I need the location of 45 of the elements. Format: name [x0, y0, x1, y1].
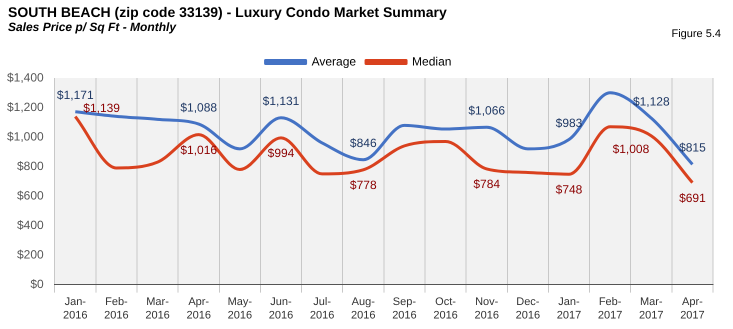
x-tick-label: Sep-2016 [392, 296, 417, 322]
data-label: $1,066 [468, 104, 506, 118]
legend-label: Average [312, 54, 356, 68]
x-tick-label: Mar-2017 [639, 296, 664, 322]
data-label: $778 [350, 178, 377, 192]
x-tick-label: Apr-2016 [186, 296, 211, 322]
data-label: $815 [679, 140, 706, 155]
y-tick-label: $0 [30, 276, 44, 291]
caption: Figure 5.4 [671, 28, 721, 40]
data-label: $994 [268, 146, 295, 160]
chart-title: SOUTH BEACH (zip code 33139) - Luxury Condo Market Summary [8, 4, 448, 20]
y-tick-label: $1,200 [7, 100, 44, 114]
x-tick-label: Mar-2016 [145, 296, 170, 322]
x-tick-label: Jun-2016 [268, 296, 294, 322]
data-label: $748 [556, 182, 583, 197]
y-tick-label: $400 [17, 218, 44, 232]
data-label: $1,131 [262, 94, 300, 108]
legend-label: Median [412, 54, 452, 68]
x-tick-label: Apr-2017 [680, 296, 705, 322]
y-tick-label: $600 [17, 188, 44, 202]
x-tick-label: Jan-2016 [63, 296, 88, 322]
x-tick-label: Feb-2016 [104, 296, 129, 322]
data-label: $983 [556, 116, 583, 130]
x-tick-label: Jan-2017 [556, 296, 582, 322]
data-label: $1,171 [56, 88, 94, 102]
x-tick-label: Feb-2017 [598, 296, 622, 322]
x-tick-label: Oct-2016 [433, 296, 458, 322]
x-tick-label: Dec-2016 [516, 296, 540, 322]
data-label: $1,008 [612, 142, 650, 156]
data-label: $784 [473, 177, 500, 192]
data-label: $846 [350, 136, 377, 150]
chart-subtitle: Sales Price p/ Sq Ft - Monthly [8, 20, 176, 34]
data-label: $691 [679, 190, 706, 205]
x-tick-label: Jul-2016 [310, 296, 334, 322]
data-label: $1,088 [180, 100, 218, 114]
y-tick-label: $1,000 [7, 129, 44, 144]
y-tick-label: $200 [17, 247, 44, 262]
data-label: $1,139 [83, 100, 120, 115]
x-tick-label: May-2016 [228, 296, 252, 322]
x-tick-label: Nov-2016 [474, 296, 499, 322]
y-tick-label: $1,400 [7, 70, 44, 84]
data-label: $1,128 [632, 94, 670, 108]
data-label: $1,016 [180, 142, 218, 157]
x-tick-label: Aug-2016 [351, 296, 376, 322]
y-tick-label: $800 [17, 158, 44, 173]
